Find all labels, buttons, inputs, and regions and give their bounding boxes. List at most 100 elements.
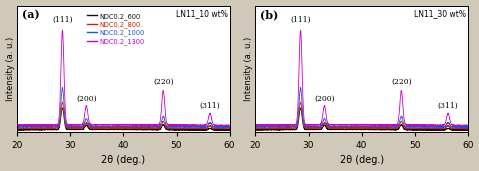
NDC0.2_800 bbox=[334, 127, 340, 129]
NDC0.2_800 bbox=[465, 127, 470, 129]
NDC0.2_1000 bbox=[289, 125, 295, 127]
NDC0.2_1300 bbox=[105, 124, 111, 126]
NDC0.2_1300 bbox=[461, 125, 467, 127]
NDC0.2_800 bbox=[200, 127, 205, 129]
NDC0.2_1300 bbox=[223, 124, 228, 126]
NDC0.2_1300 bbox=[200, 124, 205, 126]
NDC0.2_1300 bbox=[223, 125, 228, 127]
NDC0.2_1300 bbox=[14, 124, 20, 126]
NDC0.2_1000 bbox=[200, 126, 205, 128]
X-axis label: 2θ (deg.): 2θ (deg.) bbox=[102, 155, 146, 166]
NDC0.2_600 bbox=[59, 107, 65, 109]
NDC0.2_600 bbox=[438, 129, 444, 131]
Line: NDC0.2_600: NDC0.2_600 bbox=[17, 108, 229, 130]
NDC0.2_600 bbox=[105, 128, 111, 130]
NDC0.2_1000 bbox=[464, 127, 470, 129]
Y-axis label: Intensity (a. u.): Intensity (a. u.) bbox=[244, 37, 252, 101]
NDC0.2_1000 bbox=[51, 125, 57, 127]
NDC0.2_800 bbox=[289, 127, 295, 129]
NDC0.2_800 bbox=[227, 127, 232, 129]
NDC0.2_600 bbox=[223, 129, 228, 131]
NDC0.2_1300 bbox=[51, 124, 57, 126]
NDC0.2_1300 bbox=[438, 124, 444, 126]
NDC0.2_1000 bbox=[14, 126, 20, 128]
NDC0.2_1000 bbox=[105, 125, 111, 127]
NDC0.2_1000 bbox=[59, 87, 65, 89]
NDC0.2_600 bbox=[252, 128, 258, 130]
NDC0.2_800 bbox=[223, 128, 228, 130]
NDC0.2_800 bbox=[96, 127, 102, 129]
NDC0.2_800 bbox=[298, 101, 304, 103]
NDC0.2_600 bbox=[200, 129, 205, 131]
NDC0.2_800 bbox=[14, 127, 20, 129]
Text: (a): (a) bbox=[22, 9, 39, 20]
NDC0.2_1000 bbox=[39, 125, 45, 127]
Text: (311): (311) bbox=[200, 102, 220, 110]
NDC0.2_600 bbox=[465, 129, 470, 131]
Line: NDC0.2_800: NDC0.2_800 bbox=[17, 102, 229, 129]
Text: (200): (200) bbox=[76, 95, 97, 103]
NDC0.2_800 bbox=[277, 127, 283, 129]
Line: NDC0.2_1300: NDC0.2_1300 bbox=[17, 30, 229, 126]
Text: (311): (311) bbox=[438, 102, 458, 110]
NDC0.2_1300 bbox=[289, 124, 295, 126]
NDC0.2_600 bbox=[226, 129, 232, 131]
NDC0.2_600 bbox=[297, 107, 303, 109]
NDC0.2_800 bbox=[252, 127, 258, 129]
NDC0.2_1300 bbox=[252, 124, 258, 126]
NDC0.2_1300 bbox=[277, 124, 283, 126]
Text: (220): (220) bbox=[391, 78, 411, 86]
NDC0.2_1300 bbox=[96, 124, 102, 126]
NDC0.2_600 bbox=[96, 129, 102, 131]
NDC0.2_1000 bbox=[252, 126, 258, 128]
NDC0.2_800 bbox=[60, 101, 66, 103]
Line: NDC0.2_1000: NDC0.2_1000 bbox=[255, 88, 468, 128]
NDC0.2_800 bbox=[343, 127, 349, 129]
X-axis label: 2θ (deg.): 2θ (deg.) bbox=[340, 155, 384, 166]
NDC0.2_600 bbox=[51, 129, 57, 131]
NDC0.2_1300 bbox=[39, 124, 45, 126]
NDC0.2_800 bbox=[455, 128, 460, 130]
Text: (220): (220) bbox=[153, 78, 173, 86]
NDC0.2_600 bbox=[461, 129, 467, 131]
NDC0.2_600 bbox=[289, 129, 295, 131]
Line: NDC0.2_600: NDC0.2_600 bbox=[255, 108, 468, 130]
NDC0.2_800 bbox=[105, 127, 111, 129]
Text: (111): (111) bbox=[52, 16, 73, 24]
NDC0.2_800 bbox=[39, 127, 45, 129]
NDC0.2_1300 bbox=[343, 124, 349, 126]
Legend: NDC0.2_600, NDC0.2_800, NDC0.2_1000, NDC0.2_1300: NDC0.2_600, NDC0.2_800, NDC0.2_1000, NDC… bbox=[84, 10, 148, 48]
NDC0.2_800 bbox=[217, 128, 222, 130]
NDC0.2_600 bbox=[227, 129, 232, 131]
NDC0.2_800 bbox=[51, 127, 57, 129]
NDC0.2_1000 bbox=[223, 126, 228, 128]
NDC0.2_800 bbox=[438, 127, 444, 129]
Text: (200): (200) bbox=[314, 95, 335, 103]
NDC0.2_600 bbox=[343, 128, 349, 130]
Line: NDC0.2_800: NDC0.2_800 bbox=[255, 102, 468, 129]
Text: (111): (111) bbox=[290, 16, 311, 24]
Text: LN11_30 wt%: LN11_30 wt% bbox=[413, 9, 466, 18]
Y-axis label: Intensity (a. u.): Intensity (a. u.) bbox=[6, 37, 14, 101]
NDC0.2_1300 bbox=[227, 124, 232, 126]
NDC0.2_600 bbox=[277, 128, 283, 130]
NDC0.2_1000 bbox=[438, 126, 444, 128]
NDC0.2_1000 bbox=[226, 127, 232, 129]
NDC0.2_1000 bbox=[461, 126, 467, 128]
NDC0.2_600 bbox=[39, 128, 45, 130]
Text: (b): (b) bbox=[260, 9, 278, 20]
NDC0.2_600 bbox=[14, 128, 20, 130]
NDC0.2_1000 bbox=[343, 125, 349, 127]
NDC0.2_1300 bbox=[461, 124, 467, 126]
NDC0.2_600 bbox=[464, 129, 470, 131]
NDC0.2_1000 bbox=[277, 125, 283, 127]
Line: NDC0.2_1000: NDC0.2_1000 bbox=[17, 88, 229, 128]
NDC0.2_1300 bbox=[465, 124, 470, 126]
NDC0.2_1000 bbox=[227, 126, 232, 128]
Text: LN11_10 wt%: LN11_10 wt% bbox=[176, 9, 228, 18]
Line: NDC0.2_1300: NDC0.2_1300 bbox=[255, 30, 468, 126]
NDC0.2_1000 bbox=[297, 87, 303, 89]
NDC0.2_600 bbox=[334, 129, 340, 131]
NDC0.2_1300 bbox=[334, 124, 340, 126]
NDC0.2_1000 bbox=[96, 125, 102, 127]
